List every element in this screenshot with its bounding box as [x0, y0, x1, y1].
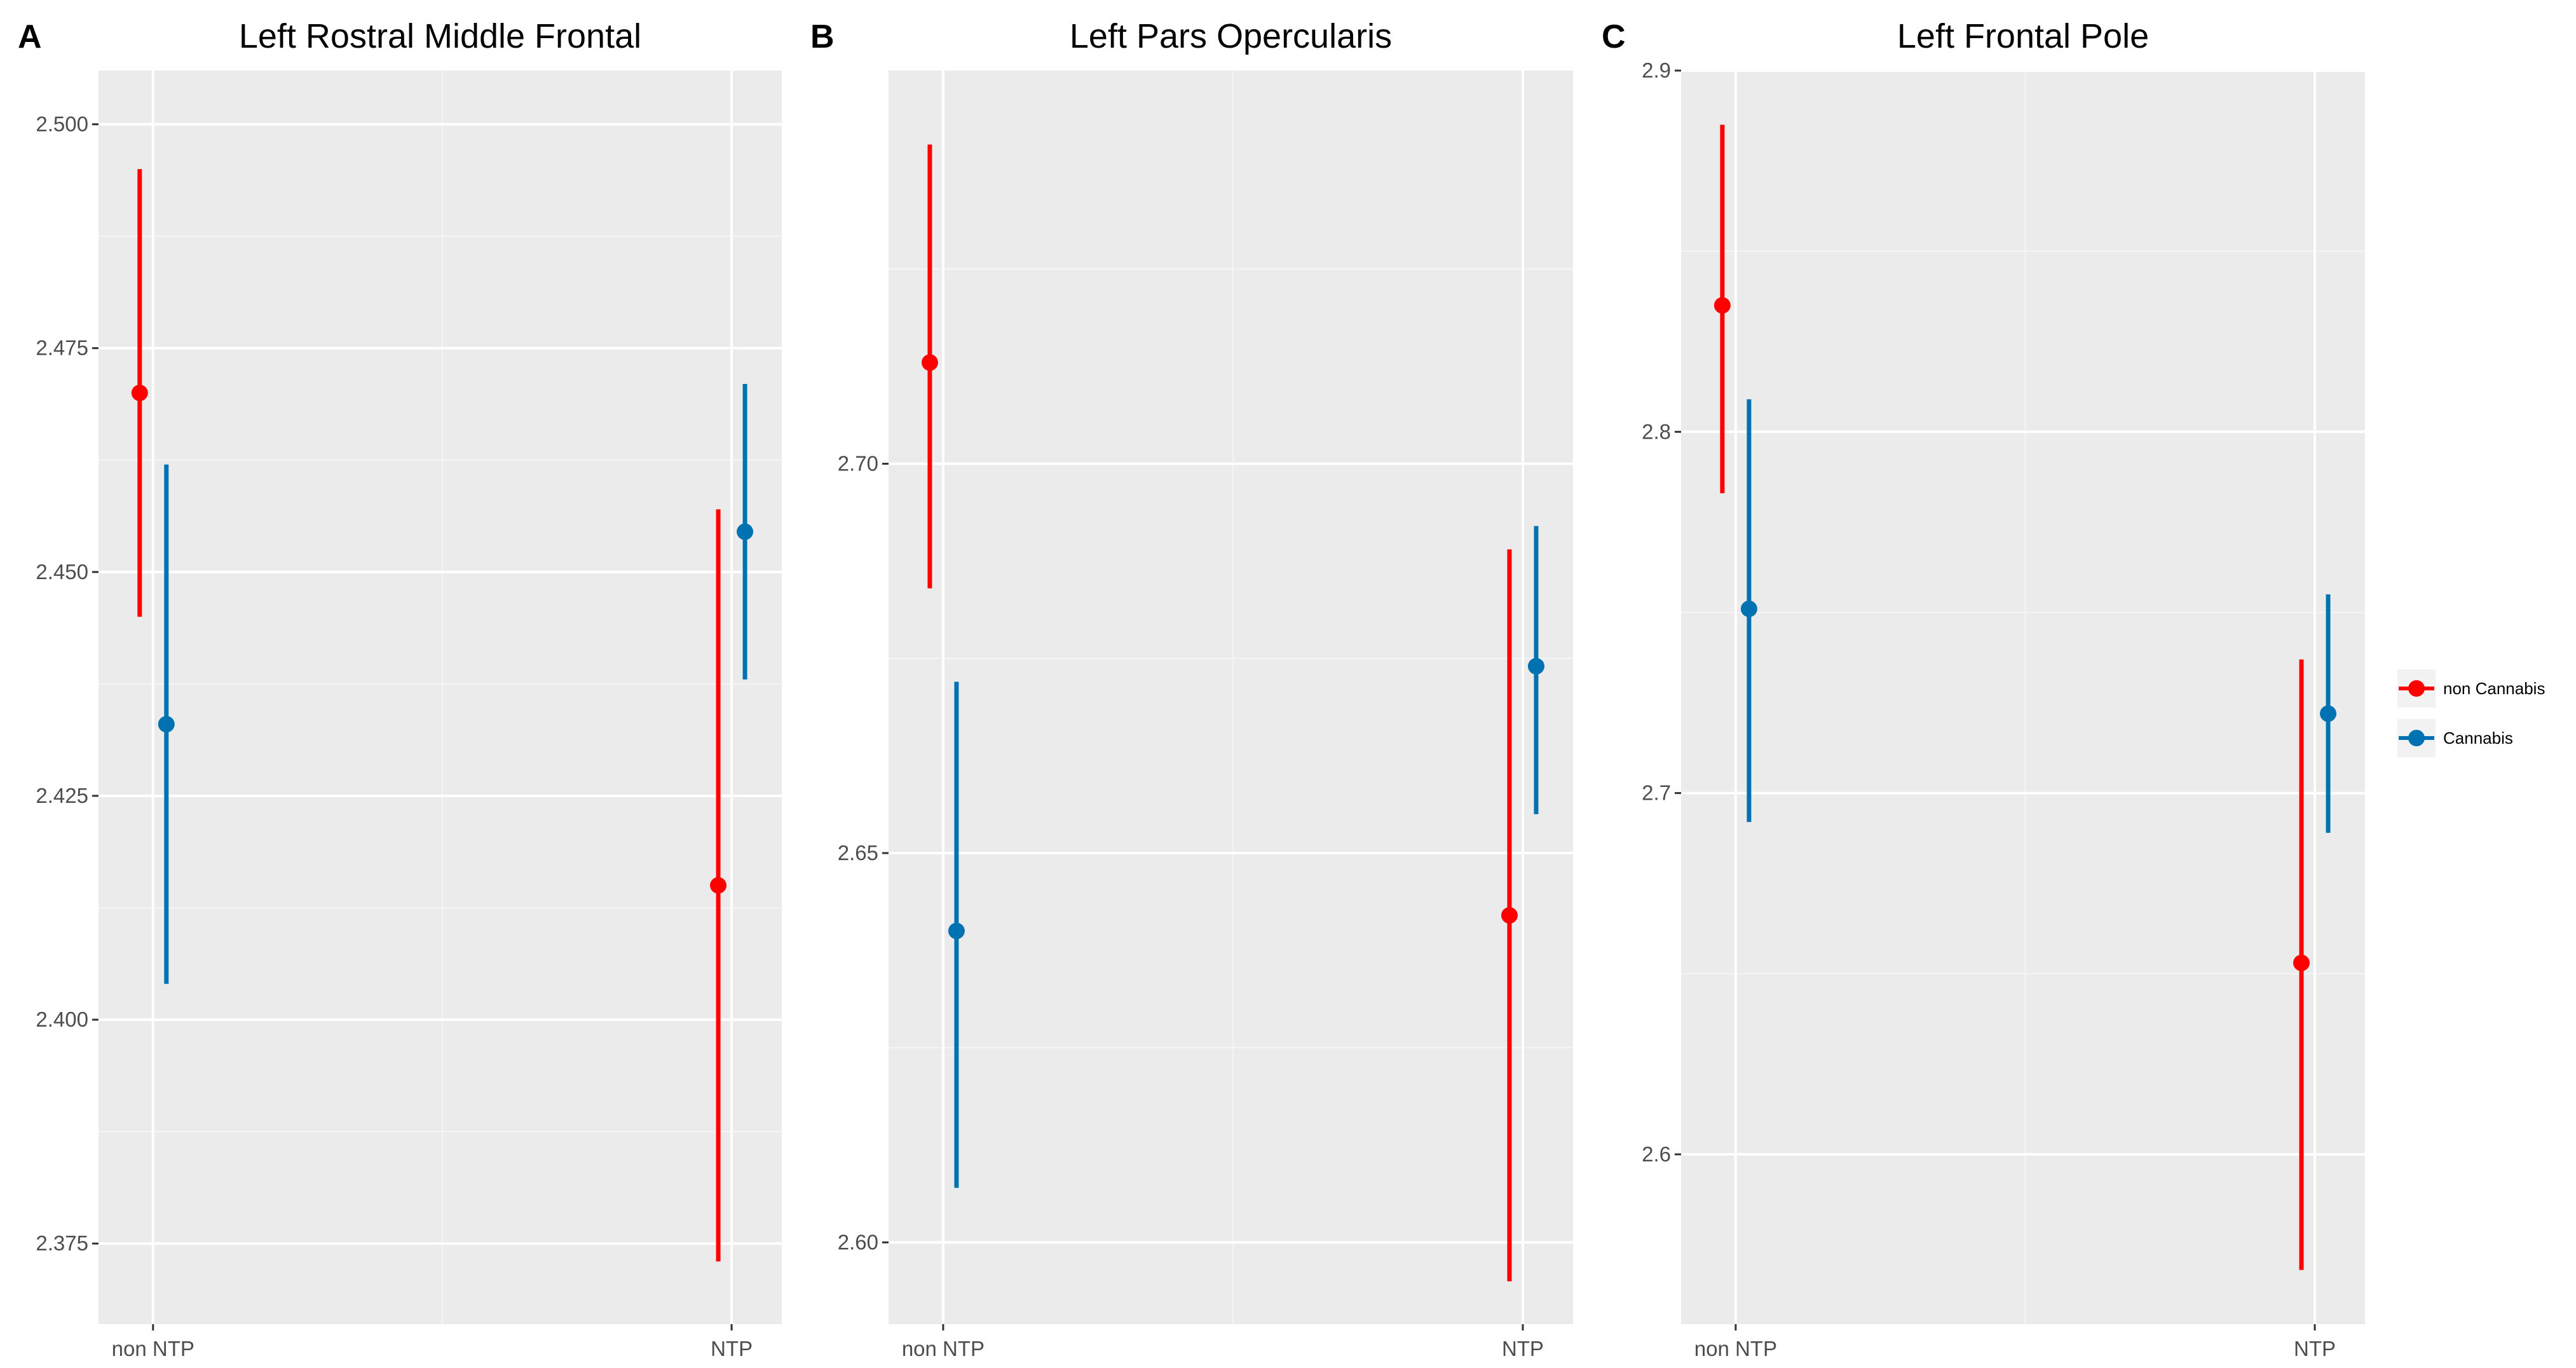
data-point	[1740, 600, 1757, 617]
data-point	[2293, 954, 2310, 971]
panel-letter: B	[810, 18, 835, 55]
x-tick-label: NTP	[711, 1337, 753, 1360]
y-tick-label: 2.8	[1642, 420, 1671, 443]
data-point	[710, 877, 727, 894]
data-point	[131, 385, 148, 402]
x-tick-label: non NTP	[1694, 1337, 1777, 1360]
data-point	[737, 523, 754, 540]
y-tick-label: 2.475	[36, 336, 88, 360]
panel-background	[99, 71, 782, 1324]
data-point	[1527, 658, 1544, 675]
x-tick-label: non NTP	[112, 1337, 194, 1360]
y-tick-label: 2.9	[1642, 58, 1671, 82]
data-point	[1714, 297, 1731, 314]
data-point	[2320, 705, 2337, 722]
legend-label: Cannabis	[2443, 728, 2513, 748]
panel-letter: A	[18, 18, 42, 55]
y-tick-label: 2.500	[36, 113, 88, 136]
data-point	[948, 922, 965, 940]
y-tick-label: 2.450	[36, 560, 88, 584]
legend-key-point	[2408, 730, 2425, 746]
legend-label: non Cannabis	[2443, 679, 2545, 698]
panel-background	[889, 71, 1573, 1324]
y-tick-label: 2.425	[36, 784, 88, 807]
legend-key-point	[2408, 680, 2425, 697]
y-tick-label: 2.375	[36, 1231, 88, 1255]
y-tick-label: 2.6	[1642, 1142, 1671, 1166]
panel-letter: C	[1602, 18, 1626, 55]
chart-title: Left Rostral Middle Frontal	[239, 17, 641, 55]
x-tick-label: NTP	[2294, 1337, 2336, 1360]
chart-title: Left Frontal Pole	[1897, 17, 2149, 55]
y-tick-label: 2.400	[36, 1008, 88, 1031]
y-tick-label: 2.70	[838, 452, 878, 475]
data-point	[921, 354, 938, 371]
data-point	[1501, 906, 1518, 924]
x-tick-label: NTP	[1502, 1337, 1544, 1360]
data-point	[158, 716, 175, 733]
y-tick-label: 2.7	[1642, 781, 1671, 805]
x-tick-label: non NTP	[902, 1337, 985, 1360]
panel-background	[1681, 71, 2365, 1324]
chart-title: Left Pars Opercularis	[1070, 17, 1392, 55]
y-tick-label: 2.65	[838, 841, 878, 865]
y-tick-label: 2.60	[838, 1230, 878, 1254]
